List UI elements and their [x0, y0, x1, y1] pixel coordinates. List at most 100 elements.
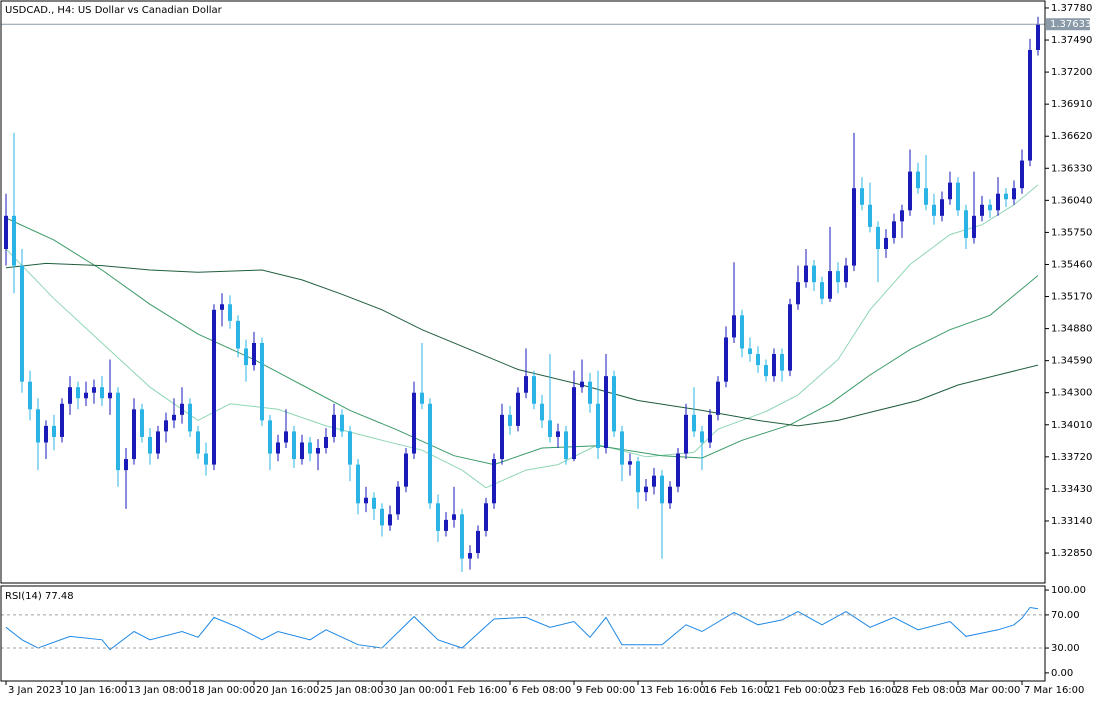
candle-body — [780, 354, 784, 371]
y-tick-label: 1.37200 — [1051, 67, 1092, 78]
candle-body — [220, 304, 224, 310]
candle-body — [988, 204, 992, 211]
x-tick-label: 10 Jan 16:00 — [64, 685, 127, 696]
x-tick-label: 21 Feb 00:00 — [768, 685, 834, 696]
candle-body — [660, 475, 664, 504]
candle-body — [84, 392, 88, 399]
y-tick-label: 30.00 — [1051, 643, 1080, 654]
candle-body — [420, 392, 424, 404]
candle-body — [564, 431, 568, 460]
y-tick-label: 1.34300 — [1051, 388, 1092, 399]
main-panel-border — [0, 0, 1046, 584]
candle-body — [412, 392, 416, 454]
candle-body — [676, 453, 680, 487]
y-tick-label: 70.00 — [1051, 610, 1080, 621]
indicator-layer — [5, 184, 1039, 651]
candle-body — [604, 376, 608, 449]
candle-body — [700, 431, 704, 443]
candle-body — [548, 420, 552, 437]
y-tick-label: 1.34590 — [1051, 356, 1092, 367]
x-tick-label: 30 Jan 00:00 — [384, 685, 447, 696]
candle-body — [1036, 24, 1040, 50]
y-tick-label: 1.35750 — [1051, 227, 1092, 238]
candle-body — [772, 354, 776, 377]
candle-body — [924, 188, 928, 205]
candle-body — [244, 348, 248, 366]
candle-body — [292, 431, 296, 460]
x-tick-label: 28 Feb 08:00 — [896, 685, 962, 696]
y-tick-label: 1.36910 — [1051, 99, 1092, 110]
y-tick-label: 100.00 — [1051, 585, 1086, 596]
candle-body — [468, 553, 472, 559]
candle-body — [740, 315, 744, 349]
candle-body — [148, 436, 152, 454]
x-tick-label: 18 Jan 00:00 — [192, 685, 255, 696]
y-tick-label: 1.33430 — [1051, 484, 1092, 495]
candle-body — [796, 282, 800, 305]
candle-body — [788, 304, 792, 371]
candle-body — [52, 425, 56, 437]
x-tick-label: 20 Jan 16:00 — [256, 685, 319, 696]
candle-body — [612, 376, 616, 432]
candle-body — [732, 315, 736, 338]
candle-body — [500, 414, 504, 460]
candle-body — [724, 337, 728, 382]
candle-body — [316, 448, 320, 454]
candle-body — [916, 171, 920, 189]
candle-body — [844, 265, 848, 283]
candle-body — [884, 237, 888, 249]
current-price-label: 1.37633 — [1050, 19, 1091, 30]
candle-body — [684, 414, 688, 454]
candle-body — [892, 221, 896, 238]
candle-layer — [4, 16, 1040, 572]
candle-body — [44, 425, 48, 443]
candle-body — [580, 381, 584, 388]
candle-body — [404, 453, 408, 487]
candle-body — [716, 381, 720, 415]
rsi-panel-border — [0, 585, 1046, 682]
candle-body — [444, 519, 448, 531]
candle-body — [812, 265, 816, 283]
moving-average — [5, 262, 1039, 427]
candle-body — [164, 420, 168, 432]
candle-body — [60, 403, 64, 437]
y-tick-label: 1.36330 — [1051, 163, 1092, 174]
x-tick-label: 3 Mar 00:00 — [960, 685, 1020, 696]
candle-body — [1020, 160, 1024, 189]
candle-body — [36, 409, 40, 443]
y-tick-label: 1.33140 — [1051, 516, 1092, 527]
x-tick-label: 9 Feb 00:00 — [576, 685, 635, 696]
candle-body — [172, 414, 176, 421]
candle-body — [588, 381, 592, 404]
x-tick-label: 13 Feb 16:00 — [640, 685, 706, 696]
candle-body — [748, 348, 752, 355]
candle-body — [20, 265, 24, 382]
x-tick-label: 25 Jan 08:00 — [320, 685, 383, 696]
rsi-title: RSI(14) 77.48 — [5, 591, 74, 602]
candle-body — [644, 486, 648, 493]
candle-body — [116, 392, 120, 471]
candle-body — [380, 508, 384, 526]
candle-body — [868, 204, 872, 227]
candle-body — [428, 403, 432, 504]
candle-body — [196, 431, 200, 454]
candle-body — [132, 409, 136, 460]
y-tick-label: 1.37780 — [1051, 3, 1092, 14]
candle-body — [596, 403, 600, 449]
candle-body — [204, 453, 208, 465]
y-tick-label: 1.35460 — [1051, 259, 1092, 270]
candle-body — [652, 475, 656, 487]
candle-body — [348, 431, 352, 465]
y-tick-label: 1.35170 — [1051, 292, 1092, 303]
y-tick-label: 0.00 — [1051, 668, 1073, 679]
candle-body — [804, 265, 808, 283]
candle-body — [940, 199, 944, 216]
candle-body — [332, 414, 336, 437]
candle-body — [12, 215, 16, 266]
candle-body — [460, 514, 464, 559]
moving-average — [5, 217, 1039, 466]
candle-body — [492, 459, 496, 504]
candle-body — [852, 188, 856, 266]
candle-body — [836, 271, 840, 283]
